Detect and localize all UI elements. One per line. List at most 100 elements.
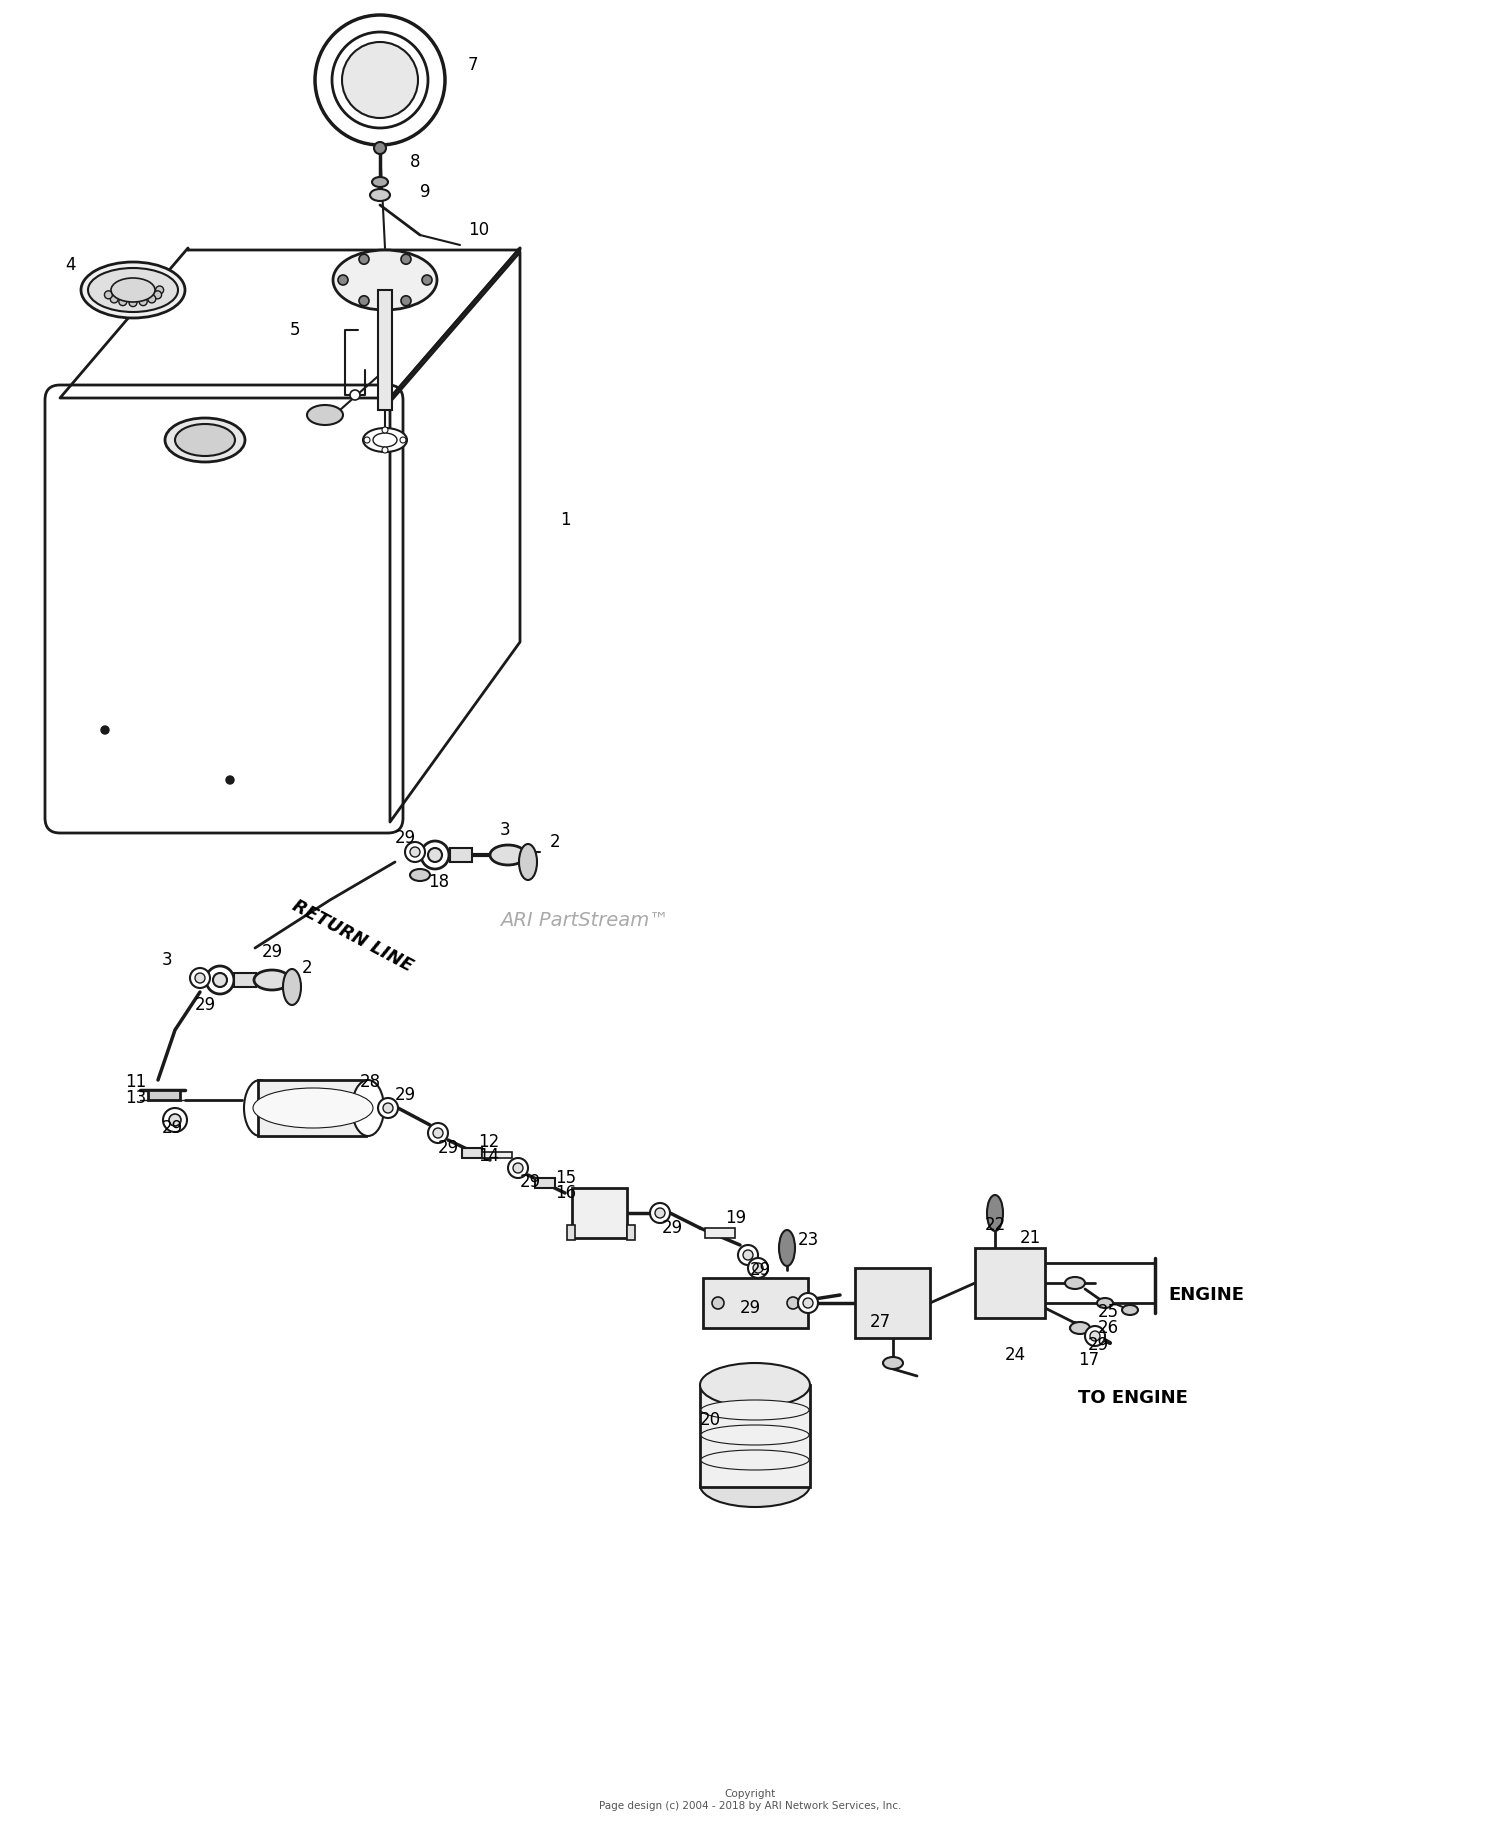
Text: 21: 21: [1020, 1229, 1041, 1248]
Text: 23: 23: [798, 1231, 819, 1250]
Bar: [148, 1090, 180, 1099]
Bar: [855, 1268, 930, 1338]
Bar: [536, 1178, 555, 1187]
Circle shape: [788, 1297, 800, 1308]
Circle shape: [433, 1129, 442, 1138]
Bar: [567, 1226, 574, 1240]
Ellipse shape: [519, 844, 537, 881]
Text: 27: 27: [870, 1314, 891, 1330]
Circle shape: [802, 1297, 813, 1308]
Text: 14: 14: [478, 1147, 500, 1165]
Circle shape: [410, 848, 420, 857]
Circle shape: [712, 1297, 724, 1308]
Circle shape: [382, 1103, 393, 1114]
Ellipse shape: [1096, 1297, 1113, 1308]
Text: 29: 29: [740, 1299, 760, 1318]
Circle shape: [1084, 1327, 1106, 1347]
Text: 20: 20: [700, 1411, 721, 1429]
Circle shape: [153, 290, 162, 299]
Circle shape: [748, 1259, 768, 1277]
Circle shape: [140, 297, 147, 306]
Circle shape: [400, 295, 411, 306]
Circle shape: [405, 842, 424, 862]
Ellipse shape: [374, 433, 398, 448]
Circle shape: [148, 295, 156, 303]
Ellipse shape: [374, 141, 386, 154]
Circle shape: [400, 255, 411, 264]
Ellipse shape: [244, 1081, 276, 1136]
Text: ENGINE: ENGINE: [1168, 1286, 1244, 1305]
Ellipse shape: [254, 1088, 374, 1129]
Circle shape: [105, 290, 112, 299]
Circle shape: [427, 848, 442, 862]
Ellipse shape: [700, 1462, 810, 1507]
Circle shape: [422, 275, 432, 284]
Ellipse shape: [372, 176, 388, 187]
Circle shape: [753, 1262, 764, 1273]
Circle shape: [798, 1294, 818, 1314]
Circle shape: [513, 1163, 523, 1173]
Text: 8: 8: [410, 152, 420, 171]
Text: 17: 17: [1078, 1351, 1100, 1369]
Circle shape: [170, 1114, 182, 1127]
Text: 4: 4: [64, 257, 75, 273]
Text: 10: 10: [468, 220, 489, 239]
Circle shape: [364, 437, 370, 442]
Text: 24: 24: [1005, 1347, 1026, 1363]
Text: 29: 29: [195, 996, 216, 1015]
Circle shape: [1090, 1330, 1100, 1341]
Ellipse shape: [1070, 1321, 1090, 1334]
Circle shape: [509, 1158, 528, 1178]
Ellipse shape: [81, 262, 184, 317]
Circle shape: [378, 1097, 398, 1118]
Circle shape: [350, 391, 360, 400]
Text: 3: 3: [500, 820, 510, 839]
Text: 26: 26: [1098, 1319, 1119, 1338]
Text: 29: 29: [1088, 1336, 1108, 1354]
Ellipse shape: [1122, 1305, 1138, 1316]
Circle shape: [118, 297, 128, 306]
Text: 7: 7: [468, 57, 478, 73]
Circle shape: [650, 1204, 670, 1222]
Ellipse shape: [332, 31, 427, 128]
Circle shape: [110, 295, 118, 303]
Circle shape: [195, 973, 206, 984]
Ellipse shape: [490, 844, 526, 864]
Ellipse shape: [1065, 1277, 1084, 1288]
Text: 29: 29: [162, 1119, 183, 1138]
Bar: [704, 1277, 809, 1329]
Circle shape: [156, 286, 164, 294]
Bar: [450, 848, 472, 862]
Text: 28: 28: [360, 1073, 381, 1092]
Ellipse shape: [315, 15, 446, 145]
Ellipse shape: [700, 1400, 808, 1420]
Text: 29: 29: [520, 1173, 542, 1191]
Text: 12: 12: [478, 1132, 500, 1151]
Text: 29: 29: [262, 943, 284, 962]
Ellipse shape: [342, 42, 418, 117]
Circle shape: [742, 1250, 753, 1261]
Ellipse shape: [778, 1229, 795, 1266]
Text: 15: 15: [555, 1169, 576, 1187]
Circle shape: [358, 255, 369, 264]
Text: 1: 1: [560, 510, 570, 528]
Ellipse shape: [363, 428, 407, 451]
Circle shape: [100, 727, 109, 734]
Ellipse shape: [308, 406, 344, 426]
Ellipse shape: [987, 1195, 1004, 1231]
Bar: [378, 290, 392, 409]
Text: 9: 9: [420, 184, 430, 202]
Circle shape: [427, 1123, 448, 1143]
Text: 3: 3: [162, 951, 172, 969]
Circle shape: [213, 973, 226, 987]
Bar: [258, 1081, 366, 1136]
Ellipse shape: [352, 1081, 384, 1136]
Ellipse shape: [254, 971, 290, 991]
Circle shape: [358, 295, 369, 306]
Text: 29: 29: [662, 1218, 682, 1237]
Text: TO ENGINE: TO ENGINE: [1078, 1389, 1188, 1407]
Ellipse shape: [88, 268, 178, 312]
Bar: [700, 1385, 810, 1486]
Ellipse shape: [884, 1358, 903, 1369]
Text: 29: 29: [750, 1261, 771, 1279]
